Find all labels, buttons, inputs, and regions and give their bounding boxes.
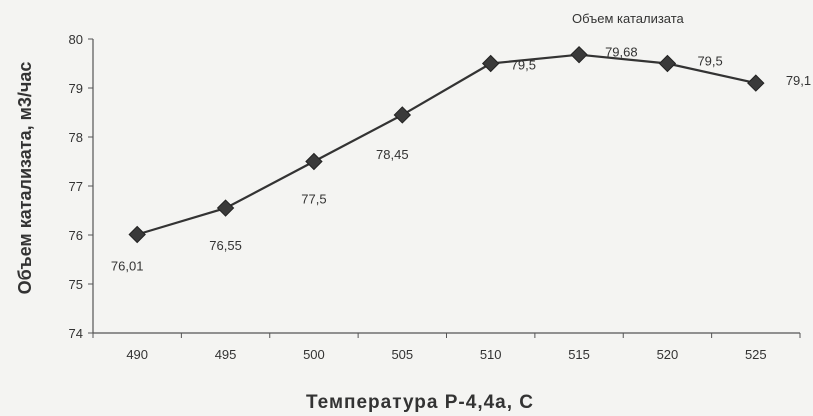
data-label: 78,45 <box>376 147 409 162</box>
series <box>128 45 765 244</box>
y-tick-label: 74 <box>69 326 83 341</box>
y-tick-label: 80 <box>69 32 83 47</box>
data-point-marker <box>393 106 412 124</box>
y-tick-label: 77 <box>69 179 83 194</box>
ticks: 74 75 76 77 78 79 80 490 495 500 505 510 515 520 525 <box>69 32 801 362</box>
data-point-marker <box>216 199 235 217</box>
data-point-marker <box>305 152 323 171</box>
y-axis-title: Объем катализата, м3/час <box>15 62 35 295</box>
x-tick-label: 525 <box>745 347 767 362</box>
x-tick-label: 500 <box>303 347 325 362</box>
data-point-marker <box>570 45 588 64</box>
x-axis-title: Температура Р-4,4а, С <box>306 392 534 413</box>
x-tick-label: 515 <box>568 347 590 362</box>
data-point-marker <box>747 74 765 92</box>
x-tick-label: 505 <box>391 347 413 362</box>
data-labels: 76,01 76,55 77,5 78,45 79,5 79,68 79,5 79,1 <box>111 45 811 274</box>
data-label: 79,5 <box>511 58 536 73</box>
x-tick-label: 520 <box>657 347 679 362</box>
y-tick-label: 75 <box>69 277 83 292</box>
data-label: 77,5 <box>301 192 326 207</box>
legend-entry: Объем катализата <box>572 11 685 26</box>
y-tick-label: 76 <box>69 228 83 243</box>
axes <box>92 39 800 334</box>
y-tick-label: 78 <box>69 130 83 145</box>
data-label: 79,68 <box>605 45 638 60</box>
x-tick-label: 510 <box>480 347 502 362</box>
data-label: 79,5 <box>697 54 722 69</box>
x-tick-label: 490 <box>126 347 148 362</box>
data-point-marker <box>658 54 677 73</box>
series-line <box>136 53 757 236</box>
data-point-marker <box>128 225 146 244</box>
data-label: 76,01 <box>111 259 144 274</box>
data-label: 76,55 <box>209 238 242 253</box>
x-tick-label: 495 <box>215 347 237 362</box>
data-label: 79,1 <box>786 73 811 88</box>
data-point-marker <box>481 54 500 73</box>
y-tick-label: 79 <box>69 81 83 96</box>
